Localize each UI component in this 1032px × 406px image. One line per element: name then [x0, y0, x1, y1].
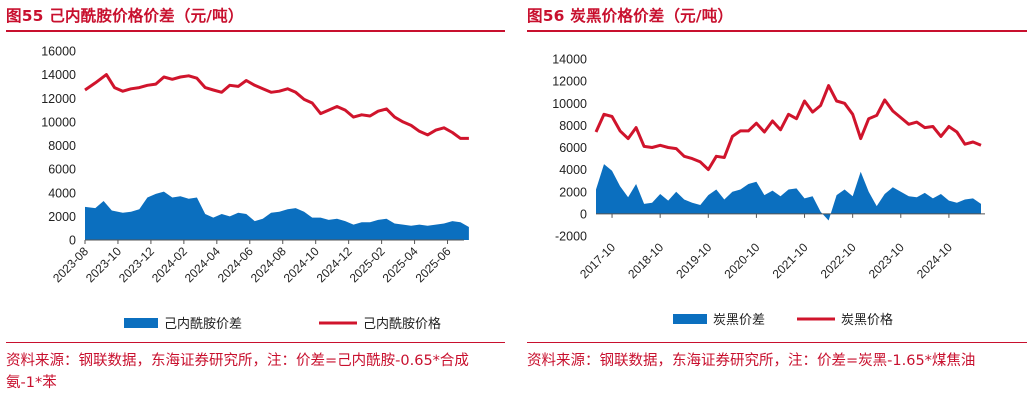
y-tick-label: 4000	[559, 163, 587, 177]
x-tick-label: 2020-10	[721, 240, 762, 281]
x-tick-label: 2024-02	[149, 244, 190, 285]
x-tick-label: 2024-06	[215, 244, 256, 285]
chart-panel-left: 图55 己内酰胺价格价差（元/吨） 0 2000 4000 6000 8000 10000…	[6, 0, 505, 406]
y-tick-label: 8000	[48, 139, 76, 153]
legend-swatch-area	[673, 314, 707, 324]
spread-area-series	[85, 191, 469, 240]
source-note-right: 资料来源：钢联数据，东海证券研究所，注：价差=炭黑-1.65*煤焦油	[527, 353, 976, 369]
chart-right: -2000 0 2000 4000 6000 8000 10000 12000 14000 201…	[552, 53, 985, 327]
y-tick-label: 0	[580, 207, 587, 221]
legend-label-price: 己内酰胺价格	[363, 316, 441, 331]
source-note-left: 资料来源：钢联数据，东海证券研究所，注：价差=己内酰胺-0.65*合成氨-1*苯	[6, 353, 469, 391]
x-tick-label: 2025-02	[347, 244, 388, 285]
legend-item-spread: 炭黑价差	[673, 312, 765, 327]
x-tick-label: 2023-08	[50, 244, 91, 285]
x-tick-label: 2024-04	[182, 244, 223, 285]
x-tick-label: 2022-10	[818, 240, 859, 281]
x-tick-label: 2023-10	[83, 244, 124, 285]
x-tick-label: 2024-10	[914, 240, 955, 281]
x-tick-label: 2024-08	[248, 244, 289, 285]
title-rule-right	[527, 30, 1027, 32]
legend-item-spread: 己内酰胺价差	[124, 316, 242, 331]
x-tick-label: 2023-12	[116, 244, 157, 285]
chart-panel-right: 图56 炭黑价格价差（元/吨） -2000 0 2000 4000 6000 8000 10…	[527, 0, 1027, 406]
x-tick-label: 2021-10	[770, 240, 811, 281]
figure-title-left: 图55 己内酰胺价格价差（元/吨）	[6, 7, 244, 25]
y-tick-label: 14000	[41, 68, 76, 82]
legend-swatch-area	[124, 318, 158, 328]
spread-area-series	[596, 164, 981, 221]
x-tick-label: 2024-12	[314, 244, 355, 285]
y-tick-label: 4000	[48, 186, 76, 200]
legend-item-price: 炭黑价格	[797, 312, 893, 327]
legend-label-price: 炭黑价格	[841, 312, 893, 327]
legend-label-spread: 炭黑价差	[713, 312, 765, 327]
x-tick-label: 2025-06	[413, 244, 454, 285]
x-tick-label: 2017-10	[577, 240, 618, 281]
x-tick-label: 2018-10	[625, 240, 666, 281]
y-tick-label: 14000	[552, 53, 587, 67]
x-tick-label: 2019-10	[673, 240, 714, 281]
x-tick-label: 2024-10	[281, 244, 322, 285]
y-tick-label: -2000	[555, 230, 587, 244]
legend-item-price: 己内酰胺价格	[319, 316, 441, 331]
y-tick-label: 10000	[552, 97, 587, 111]
source-rule-right	[527, 342, 1027, 343]
x-tick-label: 2025-04	[380, 244, 421, 285]
y-tick-label: 6000	[48, 163, 76, 177]
y-tick-label: 2000	[559, 185, 587, 199]
price-line-series	[594, 84, 982, 172]
title-rule-left	[6, 30, 505, 32]
y-tick-label: 0	[69, 234, 76, 248]
y-tick-label: 2000	[48, 210, 76, 224]
x-tick-label: 2023-10	[866, 240, 907, 281]
price-line-series	[84, 73, 469, 140]
legend-label-spread: 己内酰胺价差	[164, 316, 242, 331]
y-tick-label: 12000	[41, 92, 76, 106]
chart-left: 0 2000 4000 6000 8000 10000 12000 14000 16000 202…	[41, 45, 469, 331]
y-tick-label: 12000	[552, 75, 587, 89]
y-tick-label: 6000	[559, 141, 587, 155]
y-tick-label: 10000	[41, 115, 76, 129]
source-rule-left	[6, 342, 505, 343]
y-tick-label: 16000	[41, 45, 76, 59]
y-tick-label: 8000	[559, 119, 587, 133]
figure-title-right: 图56 炭黑价格价差（元/吨）	[527, 7, 734, 25]
